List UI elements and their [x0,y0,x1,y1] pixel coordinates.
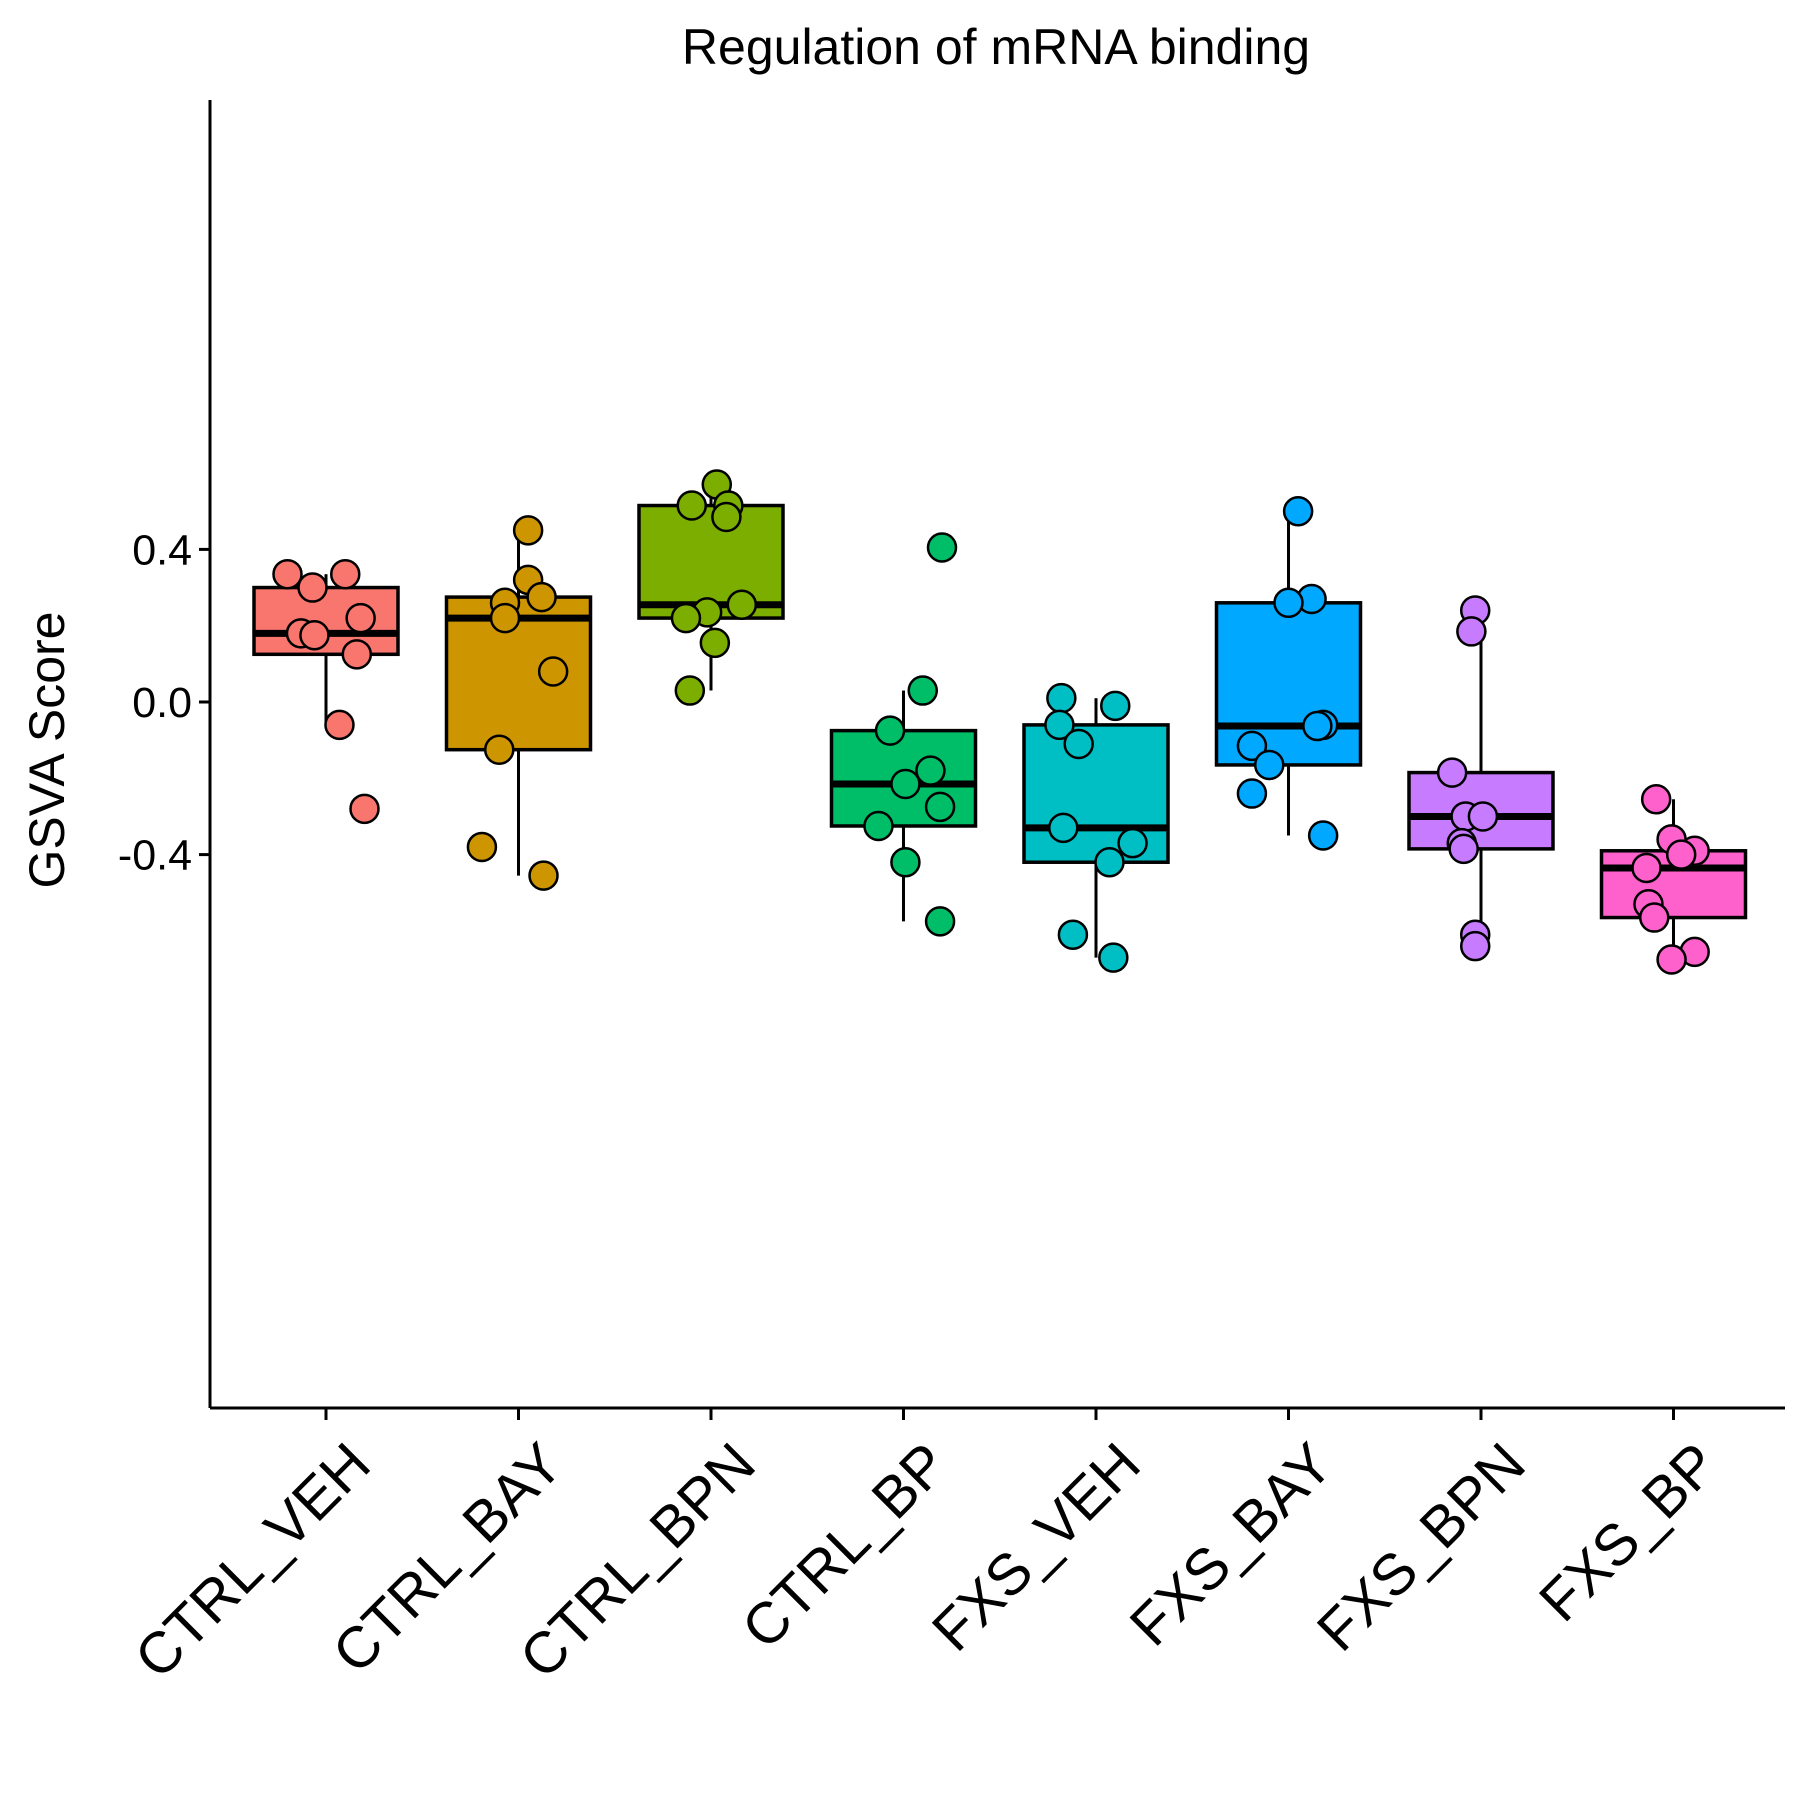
points-layer [272,469,1710,975]
data-point [484,734,515,765]
x-tick-label: FXS_BPN [1305,1431,1538,1664]
x-tick-labels: CTRL_VEHCTRL_BAYCTRL_BPNCTRL_BPFXS_VEHFX… [123,1408,1730,1691]
data-point [1631,852,1662,884]
data-point [1282,496,1314,527]
data-point [1117,827,1148,859]
x-tick-label: FXS_BP [1527,1431,1730,1634]
data-point [670,602,702,634]
data-point [726,589,758,620]
data-point [1448,833,1479,865]
data-point [1094,846,1125,878]
data-point [1273,587,1304,619]
data-point [272,558,303,590]
data-point [1063,728,1094,760]
data-point [537,656,569,687]
data-point [1046,682,1077,714]
axes: 0.4 0.0 -0.4 [118,100,1785,1410]
data-point [924,906,956,937]
chart-title: Regulation of mRNA binding [682,19,1310,75]
data-point [345,602,376,634]
data-point [874,715,906,746]
data-point [1456,616,1487,647]
data-point [1307,820,1339,851]
data-point [1639,902,1670,933]
data-point [890,846,921,878]
data-point [489,602,521,634]
x-tick-label: CTRL_BP [730,1431,961,1662]
data-point [512,515,544,546]
data-point [1236,730,1268,762]
data-point [699,627,731,659]
data-point [1057,919,1089,950]
data-point [299,619,330,651]
boxes-layer [252,484,1748,958]
y-tick-label: 0.0 [132,679,192,727]
data-point [330,558,361,590]
data-point [926,532,958,563]
data-point [863,810,894,842]
data-point [1467,801,1499,832]
data-point [711,501,742,533]
data-point [528,860,559,891]
x-tick-label: FXS_VEH [920,1431,1153,1664]
data-point [1044,709,1075,741]
data-point [890,768,921,800]
data-point [341,639,373,670]
data-point [676,490,707,521]
data-point [1100,690,1131,722]
data-point [924,791,956,823]
data-point [466,831,498,863]
data-point [907,675,938,706]
data-point [1640,784,1672,815]
y-tick-label: -0.4 [118,832,192,880]
data-point [324,709,355,741]
data-point [1236,778,1268,809]
data-point [674,675,706,706]
data-point [1048,812,1079,844]
data-point [1459,930,1491,962]
data-point [526,581,557,613]
data-point [1665,839,1697,870]
y-tick-label: 0.4 [132,526,192,574]
data-point [349,793,380,825]
data-point [1098,942,1129,973]
data-point [1254,749,1285,781]
data-point [1436,757,1468,788]
data-point [1656,944,1687,975]
data-point [915,755,946,786]
data-point [297,572,328,603]
data-point [1302,710,1333,742]
y-axis-label: GSVA Score [19,612,75,889]
